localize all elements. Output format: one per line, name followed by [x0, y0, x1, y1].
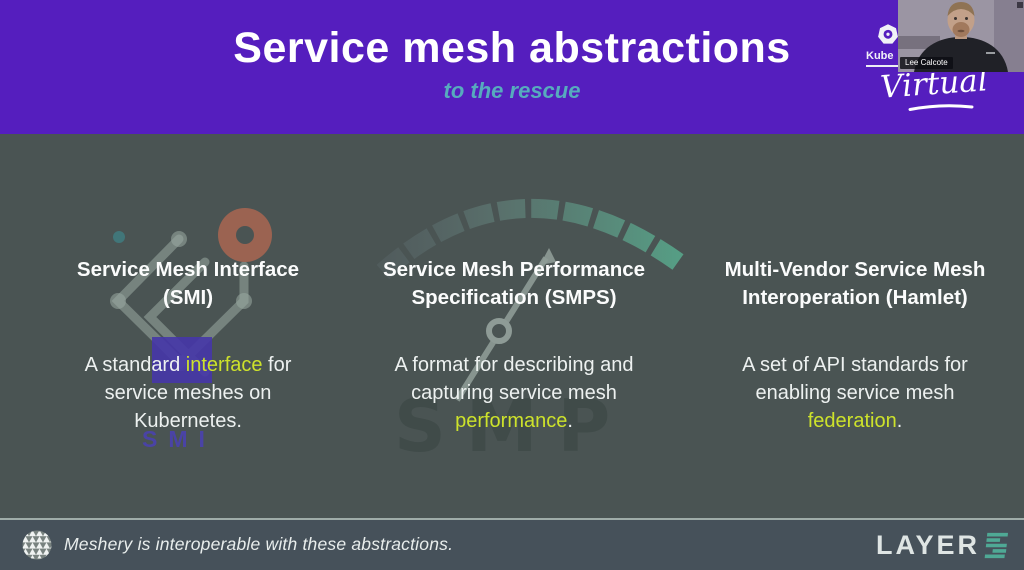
smi-logo-watermark — [110, 208, 272, 383]
column-hamlet-heading: Multi-Vendor Service Mesh Interoperation … — [724, 258, 986, 309]
footer-bar: Meshery is interoperable with these abst… — [0, 520, 1024, 570]
column-smi-body: A standard interface for service meshes o… — [84, 354, 292, 432]
column-smi-heading: Service Mesh Interface (SMI) — [76, 258, 300, 309]
kubernetes-wheel-icon — [878, 24, 898, 44]
webcam-tile[interactable]: Lee Calcote — [898, 0, 1024, 72]
meshery-logo-icon — [22, 530, 52, 560]
footer-note: Meshery is interoperable with these abst… — [64, 534, 454, 554]
kubecon-label: Kube — [866, 50, 894, 62]
layer5-logo: LAYER — [876, 531, 1008, 559]
smp-watermark-text: SMP — [394, 384, 631, 468]
column-smps: Service Mesh Performance Specification (S… — [354, 256, 674, 435]
slide-subtitle: to the rescue — [443, 78, 581, 103]
column-hamlet: Multi-Vendor Service Mesh Interoperation … — [694, 256, 1016, 435]
layer5-five-glyph — [984, 532, 1008, 558]
column-smps-heading: Service Mesh Performance Specification (S… — [382, 258, 646, 309]
slide-header: Service mesh abstractions to the rescue — [0, 0, 1024, 134]
kubecon-badge: Kube — [866, 22, 910, 67]
webcam-name-label: Lee Calcote — [900, 57, 953, 69]
layer5-wordmark: LAYER — [875, 530, 980, 560]
column-hamlet-body: A set of API standards for enabling servi… — [742, 354, 968, 432]
smi-watermark-text: SMI — [142, 426, 216, 452]
column-smi: Service Mesh Interface (SMI) A standard i… — [30, 256, 346, 435]
column-smps-body: A format for describing and capturing ser… — [394, 354, 634, 432]
footer-separator — [0, 518, 1024, 520]
kubecon-underline — [866, 65, 898, 67]
virtual-underline-swoosh — [908, 104, 974, 111]
gauge-watermark — [376, 198, 684, 402]
slide-title: Service mesh abstractions — [233, 24, 791, 72]
